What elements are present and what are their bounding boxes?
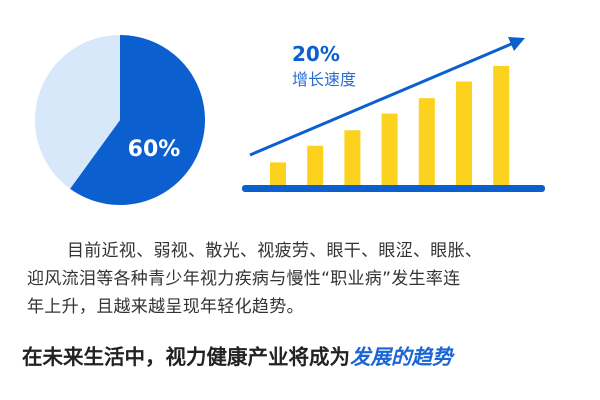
paragraph-line: 迎风流泪等各种青少年视力疾病与慢性“职业病”发生率连	[27, 269, 461, 289]
paragraph-line: 年上升，且越来越呈现年轻化趋势。	[27, 297, 304, 317]
description-paragraph: 目前近视、弱视、散光、视疲劳、眼干、眼涩、眼胀、 迎风流泪等各种青少年视力疾病与…	[27, 237, 587, 321]
bar	[418, 98, 435, 185]
conclusion-heading: 在未来生活中，视力健康产业将成为发展的趋势	[22, 340, 453, 370]
pie-slice	[34, 35, 120, 189]
conclusion-text: 在未来生活中，视力健康产业将成为	[22, 345, 350, 369]
bar	[270, 162, 286, 185]
pie-data-label: 60%	[128, 137, 181, 162]
bar	[381, 113, 398, 185]
trend-arrow-line	[249, 40, 517, 157]
bar-chart	[242, 37, 545, 192]
bar	[307, 145, 324, 185]
bar	[456, 81, 472, 185]
pie-chart	[34, 35, 206, 206]
growth-label: 增长速度	[292, 70, 356, 89]
paragraph-line: 目前近视、弱视、散光、视疲劳、眼干、眼涩、眼胀、	[67, 241, 483, 261]
bar	[344, 130, 361, 185]
trend-arrow-head-icon	[508, 37, 525, 51]
conclusion-highlight: 发展的趋势	[350, 345, 453, 369]
bar-baseline	[242, 185, 545, 192]
growth-value: 20%	[292, 42, 340, 66]
bar	[493, 66, 510, 185]
pie-slice	[70, 35, 206, 206]
infographic-charts: 60% 20% 增长速度	[34, 35, 545, 206]
